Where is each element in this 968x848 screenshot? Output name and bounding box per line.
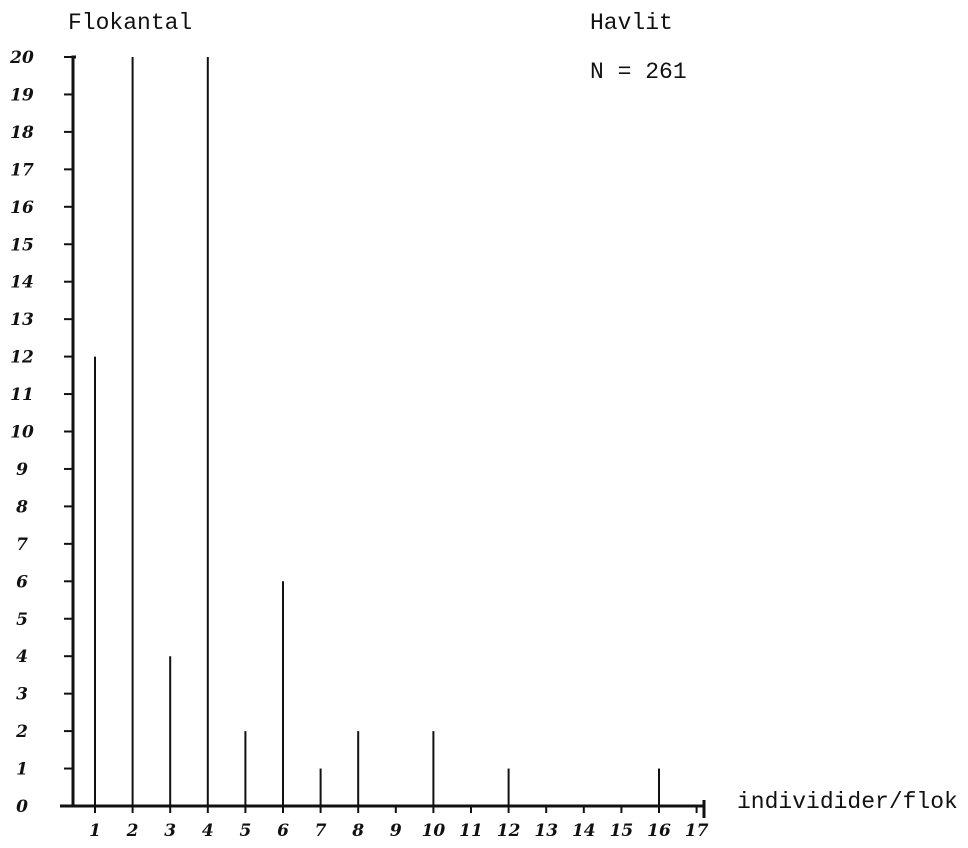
x-tick-label: 14 (572, 821, 596, 841)
y-tick-label: 20 (9, 48, 34, 68)
x-tick-label: 16 (647, 821, 671, 841)
y-tick-label: 19 (10, 85, 34, 105)
x-tick-label: 1 (89, 821, 101, 841)
x-tick-label: 8 (351, 821, 364, 841)
x-tick-label: 13 (534, 821, 558, 841)
x-tick-label: 4 (202, 821, 214, 841)
y-tick-label: 8 (15, 497, 28, 517)
y-tick-label: 17 (10, 160, 34, 180)
y-axis-title: Flokantal (68, 10, 192, 36)
bars (94, 57, 660, 806)
y-tick-label: 11 (10, 385, 34, 405)
x-tick-label: 17 (685, 821, 709, 841)
x-axis-title: individider/flok (737, 789, 958, 815)
y-tick-label: 13 (10, 310, 34, 330)
x-tick-label: 15 (610, 821, 634, 841)
y-axis-line (71, 55, 76, 806)
x-axis-ticks: 1 2 3 4 5 6 7 8 9 10 11 12 13 14 15 16 17 (89, 806, 709, 841)
y-tick-label: 1 (16, 760, 28, 780)
x-tick-label: 3 (164, 821, 176, 841)
y-tick-label: 2 (15, 722, 28, 742)
y-tick-label: 15 (10, 235, 34, 255)
x-tick-label: 12 (497, 821, 521, 841)
x-tick-label: 7 (315, 821, 327, 841)
chart-subtitle: N = 261 (590, 59, 687, 85)
y-tick-label: 9 (16, 460, 28, 480)
y-tick-label: 6 (16, 572, 28, 592)
x-tick-label: 11 (459, 821, 483, 841)
y-tick-label: 12 (10, 348, 34, 368)
x-tick-label: 6 (277, 821, 289, 841)
y-tick-label: 16 (10, 198, 34, 218)
x-tick-label: 10 (422, 821, 446, 841)
y-tick-label: 5 (16, 610, 28, 630)
y-tick-label: 0 (16, 797, 28, 817)
x-tick-label: 9 (390, 821, 402, 841)
axes (60, 55, 706, 818)
x-tick-label: 2 (126, 821, 139, 841)
y-tick-label: 7 (16, 535, 28, 555)
x-tick-label: 5 (239, 821, 251, 841)
chart-title: Havlit (590, 10, 673, 36)
y-tick-label: 14 (10, 273, 34, 293)
y-tick-label: 4 (16, 647, 28, 667)
y-tick-label: 10 (10, 423, 34, 443)
y-tick-label: 3 (16, 685, 28, 705)
y-tick-label: 18 (10, 123, 34, 143)
x-axis-line (60, 800, 706, 818)
